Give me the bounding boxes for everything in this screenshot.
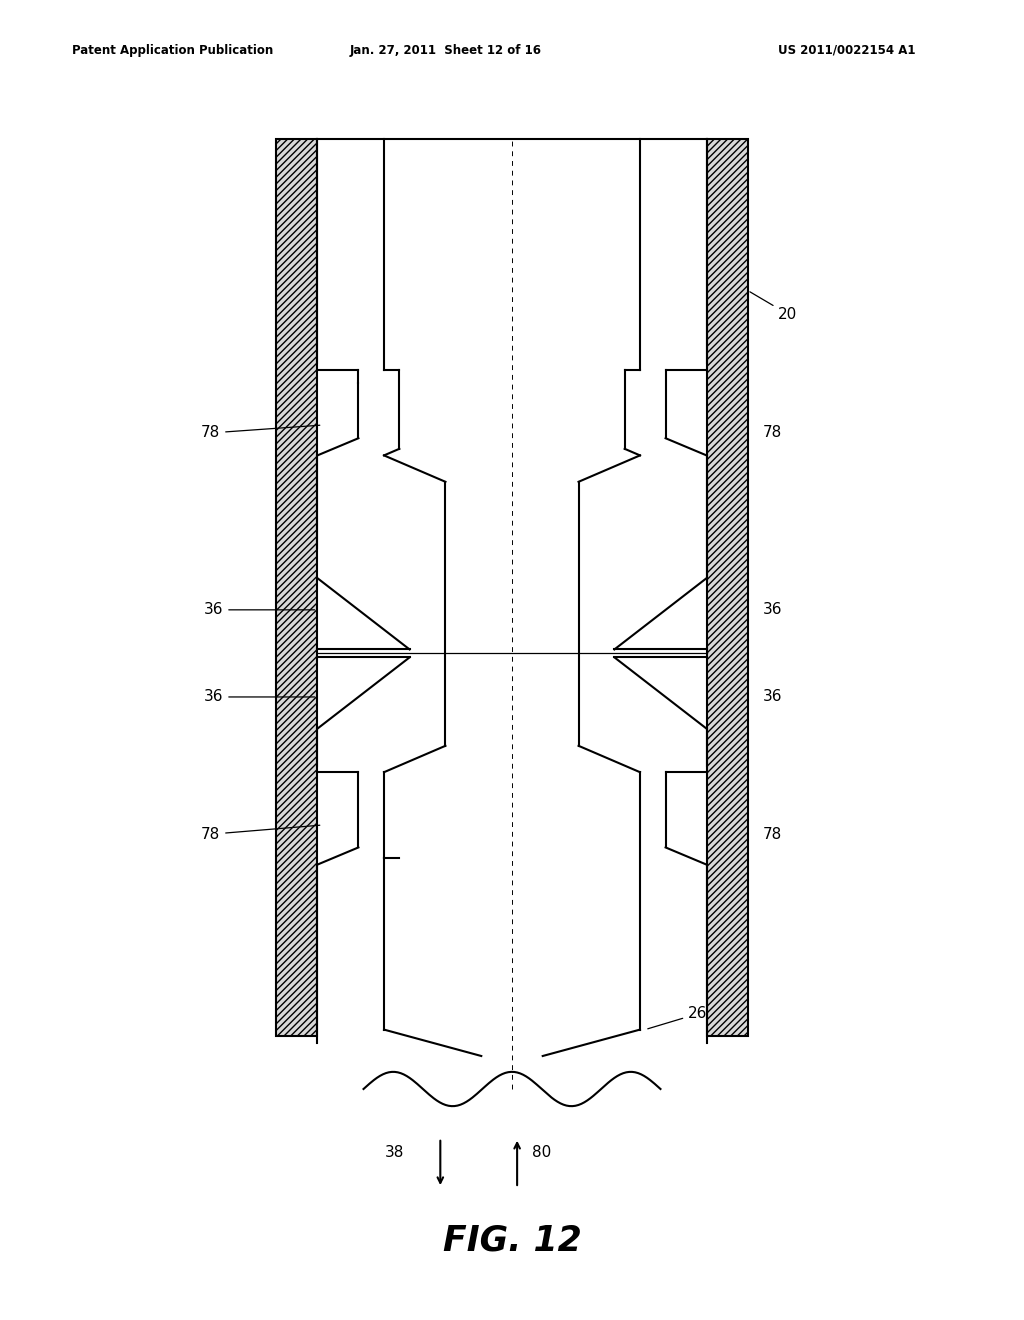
Text: 36: 36 [204,602,314,618]
Text: 80: 80 [532,1144,552,1160]
Text: US 2011/0022154 A1: US 2011/0022154 A1 [778,44,915,57]
Text: Patent Application Publication: Patent Application Publication [72,44,273,57]
Text: 26: 26 [648,1006,708,1028]
Text: 36: 36 [204,689,314,705]
Text: 78: 78 [201,425,319,441]
Text: 36: 36 [763,602,782,618]
Polygon shape [276,139,317,1036]
Text: 36: 36 [763,689,782,705]
Polygon shape [707,139,748,1036]
Text: 78: 78 [763,425,782,441]
Text: 78: 78 [763,826,782,842]
Text: 38: 38 [385,1144,404,1160]
Text: FIG. 12: FIG. 12 [442,1224,582,1258]
Text: 20: 20 [750,292,798,322]
Text: Jan. 27, 2011  Sheet 12 of 16: Jan. 27, 2011 Sheet 12 of 16 [349,44,542,57]
Text: 78: 78 [201,825,319,842]
